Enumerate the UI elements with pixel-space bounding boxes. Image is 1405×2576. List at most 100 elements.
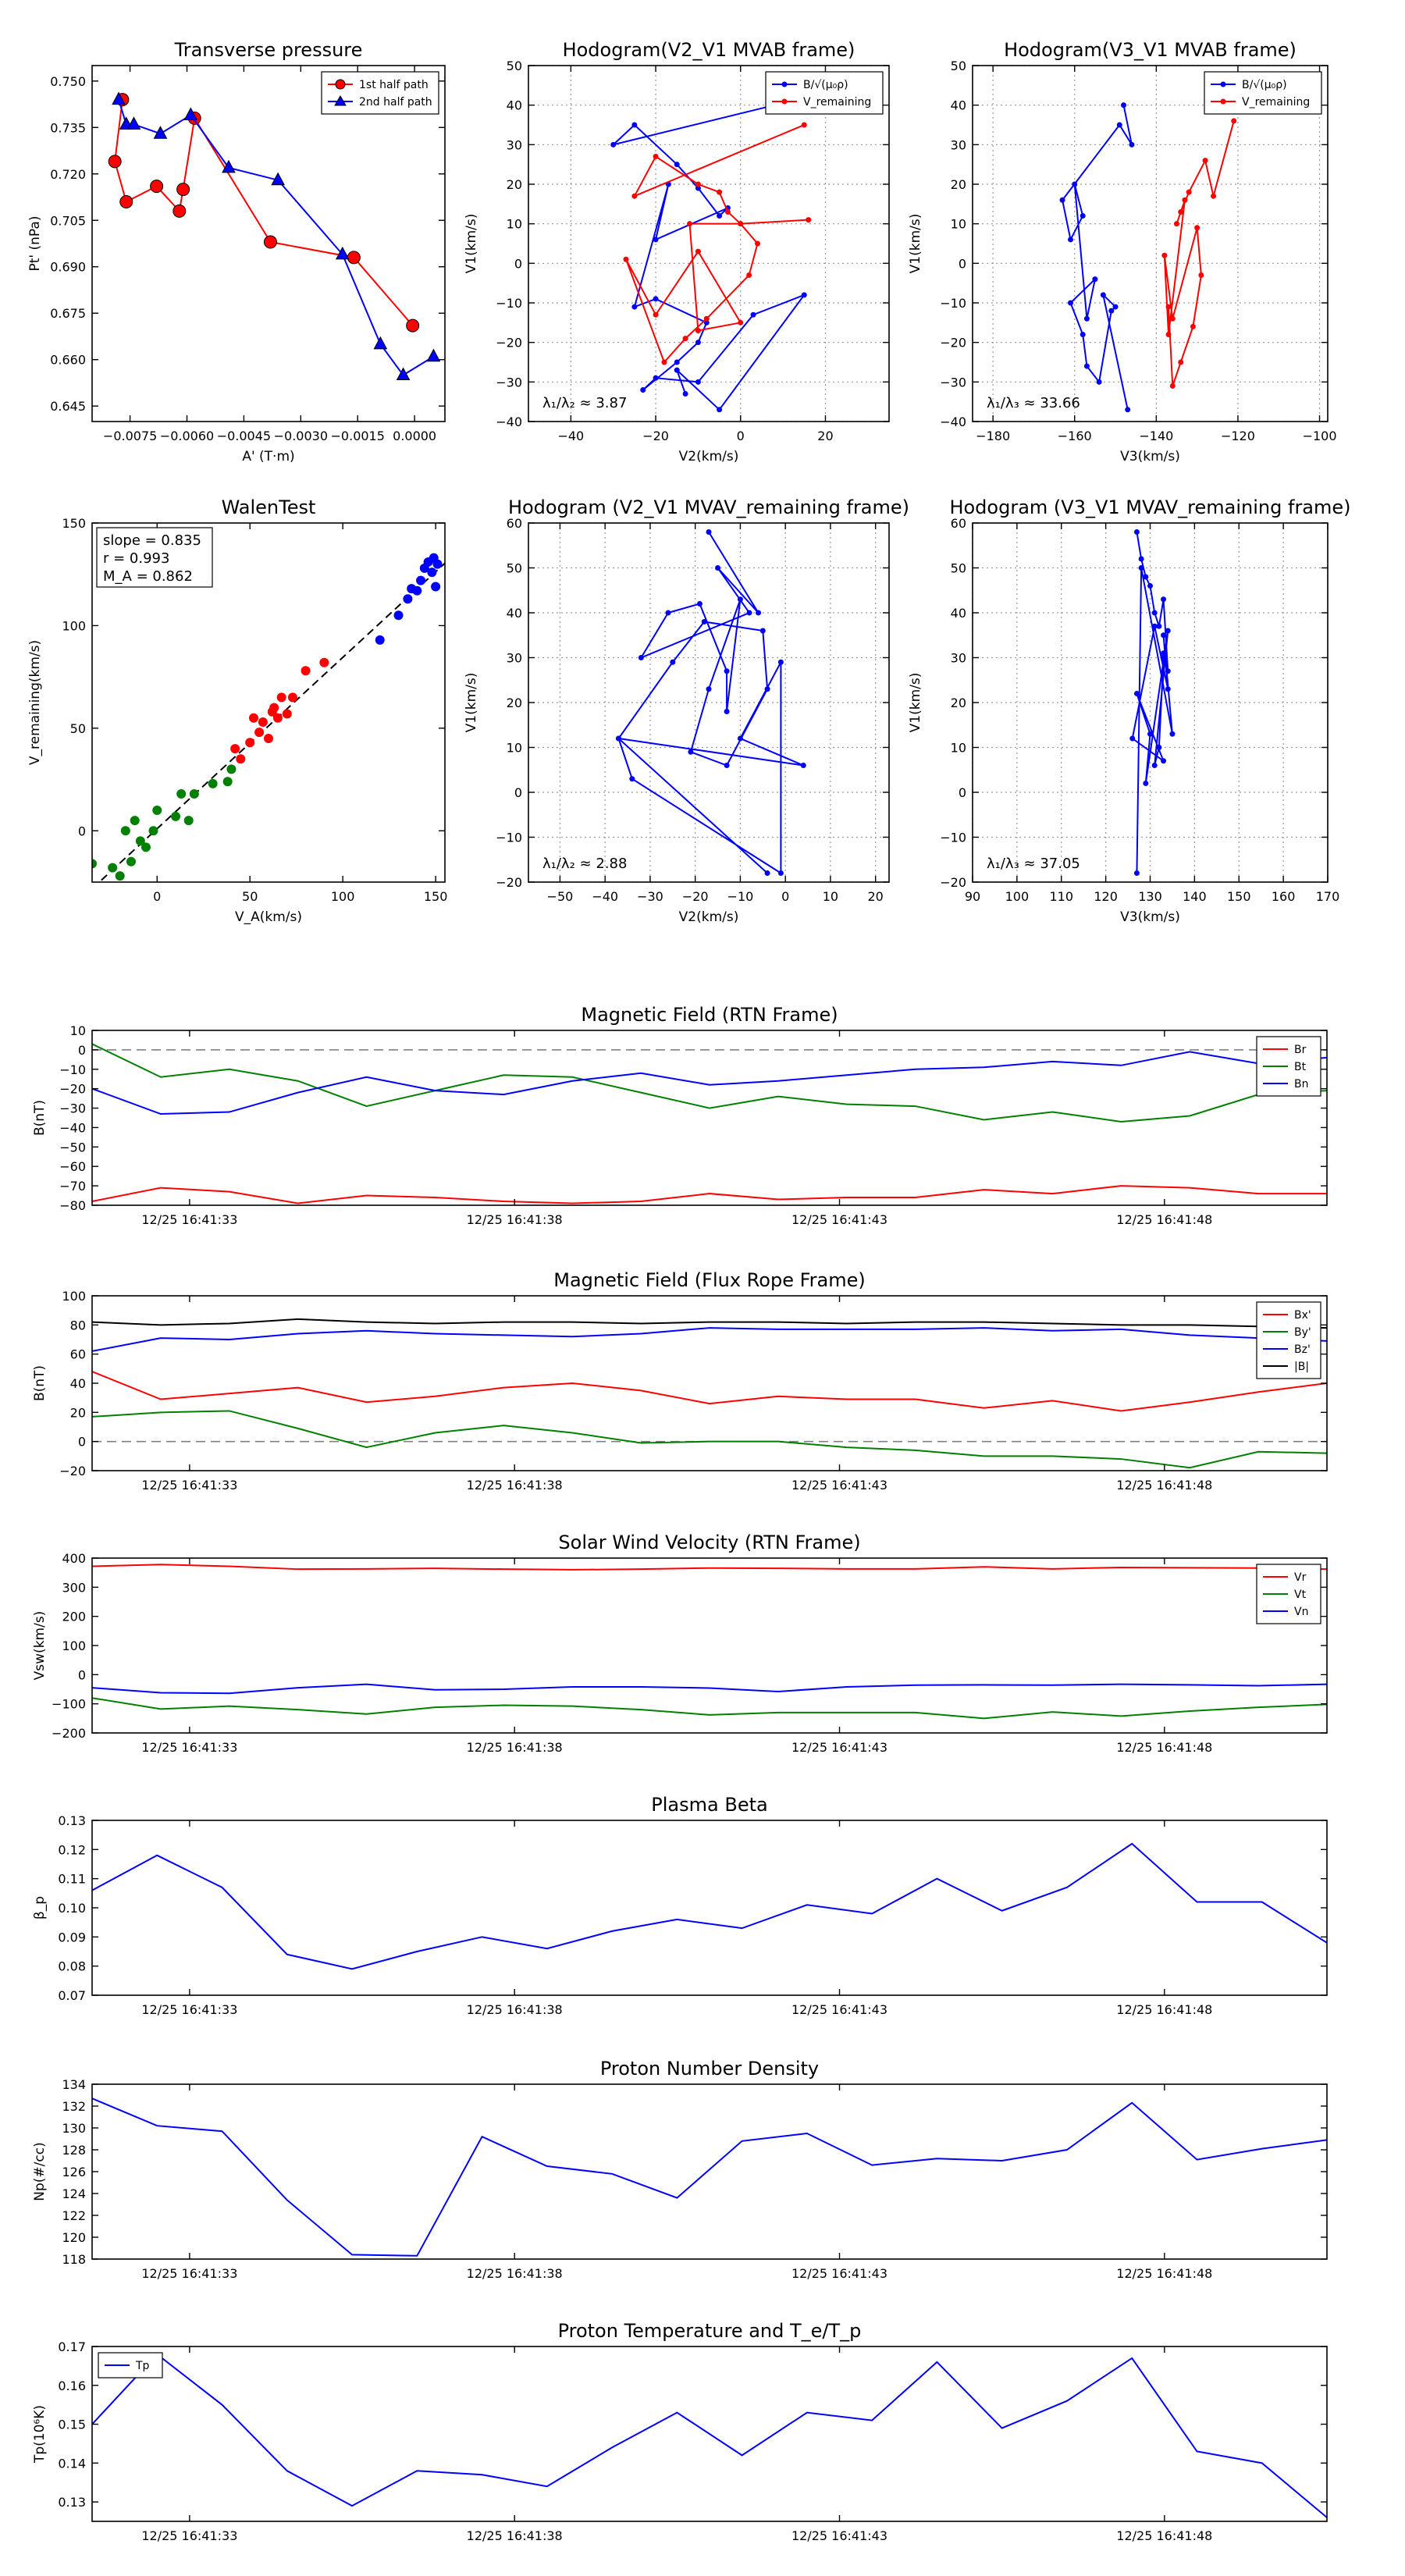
y-tick-label: −10 [940, 296, 966, 311]
y-axis-label: B(nT) [32, 1365, 48, 1401]
x-tick-label: 12/25 16:41:43 [791, 2266, 887, 2281]
x-tick-label: 12/25 16:41:43 [791, 1212, 887, 1227]
y-tick-label: −30 [940, 375, 966, 390]
data-layer [610, 102, 812, 413]
data-point [1129, 141, 1135, 148]
y-tick-label: 30 [951, 651, 966, 666]
x-tick-label: 20 [867, 889, 883, 904]
data-point [245, 738, 255, 748]
data-point [403, 594, 413, 604]
data-point [1161, 655, 1167, 660]
x-tick-label: 12/25 16:41:48 [1116, 2266, 1212, 2281]
series-line-Vr [92, 1564, 1327, 1571]
data-point [1173, 221, 1179, 227]
axes: 12/25 16:41:33 12/25 16:41:38 12/25 16:41:… [59, 1023, 1327, 1227]
x-tick-label: 12/25 16:41:48 [1116, 1740, 1212, 1755]
y-tick-label: 0 [514, 256, 522, 271]
data-point [248, 713, 258, 723]
x-tick-label: 12/25 16:41:43 [791, 2528, 887, 2543]
data-point [1211, 193, 1217, 199]
data-point [1080, 332, 1086, 338]
data-point [301, 666, 311, 676]
plot-frame [972, 65, 1329, 422]
y-axis-label: Vsw(km/s) [32, 1611, 48, 1681]
data-layer [92, 1043, 1327, 1204]
y-tick-label: −10 [940, 831, 966, 845]
chart-hodogram-v3-v1-mvab: Hodogram(V3_V1 MVAB frame) −180 −160 −140 −1… [908, 39, 1337, 464]
legend-marker [335, 79, 346, 90]
y-tick-label: −200 [52, 1726, 86, 1741]
data-point [431, 582, 441, 592]
data-point [724, 208, 731, 215]
data-point [1092, 276, 1098, 283]
x-tick-label: 100 [331, 889, 355, 904]
x-tick-label: 12/25 16:41:38 [467, 1478, 563, 1493]
data-point [1198, 272, 1204, 279]
data-point [120, 826, 130, 836]
data-layer [1129, 529, 1176, 876]
data-point [148, 826, 158, 836]
legend-marker [334, 95, 347, 106]
series-line-2nd half path [118, 99, 434, 376]
data-point [432, 559, 443, 569]
y-tick-label: 30 [507, 651, 522, 666]
data-point [208, 778, 218, 788]
ratio-annotation: λ₁/λ₃ ≈ 37.05 [987, 856, 1080, 872]
chart-hodogram-v2-v1-mvav: Hodogram (V2_V1 MVAV_remaining frame)−50… [464, 496, 909, 925]
data-layer [92, 1564, 1327, 1720]
legend: 1st half path 2nd half path [321, 71, 439, 115]
data-point [1147, 731, 1153, 737]
data-point [623, 256, 629, 262]
y-axis-label: B(nT) [32, 1100, 48, 1136]
data-point [703, 319, 710, 326]
x-tick-label: −180 [976, 429, 1010, 443]
data-layer [92, 2097, 1327, 2257]
data-point [226, 764, 237, 774]
y-tick-label: 40 [507, 606, 522, 621]
data-point [1125, 407, 1131, 413]
data-point [287, 692, 297, 703]
legend: Bx' By' Bz' |B| [1256, 1301, 1321, 1379]
y-tick-label: 0.09 [58, 1930, 86, 1944]
legend-label: B/√(μ₀ρ) [1242, 79, 1287, 91]
y-tick-label: −20 [940, 875, 966, 890]
x-tick-label: 12/25 16:41:48 [1116, 1478, 1212, 1493]
data-point [695, 340, 701, 346]
plot-frame [91, 2346, 1328, 2522]
data-point [1133, 529, 1140, 535]
data-point [631, 122, 638, 128]
legend-label: |B| [1294, 1361, 1309, 1373]
x-tick-label: −140 [1139, 429, 1173, 443]
y-tick-label: 20 [507, 177, 522, 192]
x-tick-label: −40 [592, 889, 618, 904]
x-tick-label: 150 [1227, 889, 1251, 904]
y-tick-label: 10 [951, 217, 966, 232]
data-point [777, 870, 784, 876]
data-point [738, 221, 744, 227]
x-tick-label: 130 [1138, 889, 1162, 904]
axes: −40 −20 0 20 −40 −30 −20 −10 0 10 20 30 40 50 [496, 59, 889, 443]
data-point [695, 327, 701, 333]
y-tick-label: 0 [78, 1435, 86, 1450]
y-tick-label: 0 [78, 1043, 86, 1058]
y-tick-label: 128 [62, 2143, 86, 2158]
data-point [653, 375, 659, 381]
series-line-Np [92, 2097, 1327, 2257]
legend-marker [1220, 81, 1226, 87]
x-tick-label: 0 [153, 889, 161, 904]
y-tick-label: 20 [70, 1405, 86, 1420]
y-tick-label: 0.12 [58, 1842, 86, 1857]
chart-proton-temperature: Proton Temperature and T_e/T_p12/25 16:4… [32, 2320, 1328, 2543]
y-tick-label: −20 [496, 875, 522, 890]
data-point [92, 859, 97, 869]
x-tick-label: 10 [823, 889, 838, 904]
y-tick-label: 30 [951, 137, 966, 152]
y-tick-label: 50 [951, 59, 966, 73]
chart-title: Magnetic Field (RTN Frame) [581, 1004, 838, 1026]
data-layer [92, 2353, 1327, 2518]
series-line-Tp [92, 2353, 1327, 2518]
y-tick-label: 0.690 [50, 260, 86, 275]
y-tick-label: 0.13 [58, 2495, 86, 2510]
y-tick-label: 50 [951, 561, 966, 576]
series-line-Bx' [92, 1371, 1327, 1412]
